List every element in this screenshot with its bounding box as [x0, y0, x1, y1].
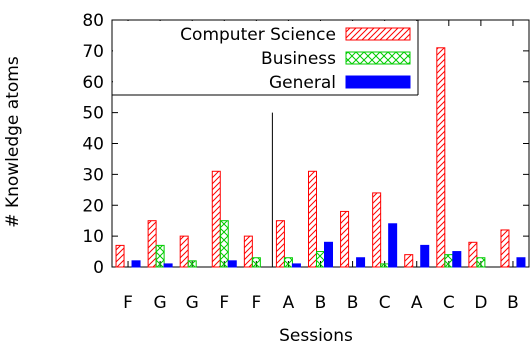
bar-general [420, 244, 430, 268]
x-tick-label: B [315, 293, 327, 313]
x-tick-label: A [411, 293, 423, 313]
bar-general [291, 263, 301, 268]
y-tick-label: 40 [82, 135, 104, 155]
y-axis-label: # Knowledge atoms [3, 56, 23, 228]
bar-general [163, 263, 173, 268]
bar-computer-science [211, 170, 221, 268]
y-tick-label: 0 [93, 258, 104, 278]
x-tick-label: A [283, 293, 295, 313]
x-tick-label: G [154, 293, 167, 313]
x-tick-label: B [347, 293, 359, 313]
bar-general [227, 260, 237, 268]
bar-business [155, 244, 165, 268]
bar-computer-science [308, 170, 317, 268]
bar-computer-science [147, 220, 157, 268]
x-tick-label: F [123, 293, 133, 313]
y-tick-label: 20 [82, 196, 104, 216]
bar-general [452, 251, 462, 268]
bar-business [380, 263, 390, 268]
x-tick-label: D [474, 293, 487, 313]
bar-computer-science [243, 235, 253, 268]
legend: Computer Science Business General [112, 20, 419, 96]
bar-computer-science [340, 210, 350, 268]
bar-computer-science [372, 192, 382, 268]
bar-business [187, 260, 197, 268]
bar-general [356, 257, 366, 268]
legend-swatch [345, 27, 411, 41]
y-tick-label: 10 [82, 227, 104, 247]
x-tick-label: C [443, 293, 455, 313]
x-tick-label: G [186, 293, 199, 313]
bar-computer-science [275, 220, 285, 268]
bar-computer-science [468, 241, 478, 268]
bar-computer-science [115, 244, 125, 268]
bar-computer-science [404, 254, 414, 268]
bars-group [115, 47, 526, 268]
x-tick-label: F [219, 293, 229, 313]
x-tick-label: F [251, 293, 261, 313]
y-tick-label: 60 [82, 73, 104, 93]
bar-general [388, 223, 398, 268]
y-tick-label: 70 [82, 42, 104, 62]
y-tick-label: 50 [82, 104, 104, 124]
y-tick-label: 30 [82, 165, 104, 185]
bar-business [316, 251, 325, 268]
legend-label: Computer Science [180, 25, 336, 45]
bar-business [251, 257, 261, 268]
legend-swatch [345, 51, 411, 65]
legend-swatch [345, 75, 411, 89]
legend-label: Business [261, 49, 336, 69]
x-tick-label: B [507, 293, 519, 313]
y-tick-label: 80 [82, 11, 104, 31]
bar-business [219, 220, 229, 268]
bar-business [283, 257, 293, 268]
x-axis-label: Sessions [279, 326, 353, 346]
bar-computer-science [436, 47, 446, 268]
bar-computer-science [500, 229, 510, 268]
legend-label: General [269, 73, 336, 93]
bar-general [516, 257, 526, 268]
x-tick-label: C [379, 293, 391, 313]
bar-computer-science [179, 235, 189, 268]
bar-business [444, 254, 454, 268]
bar-general [131, 260, 141, 268]
bar-business [476, 257, 486, 268]
bar-general [324, 241, 333, 268]
